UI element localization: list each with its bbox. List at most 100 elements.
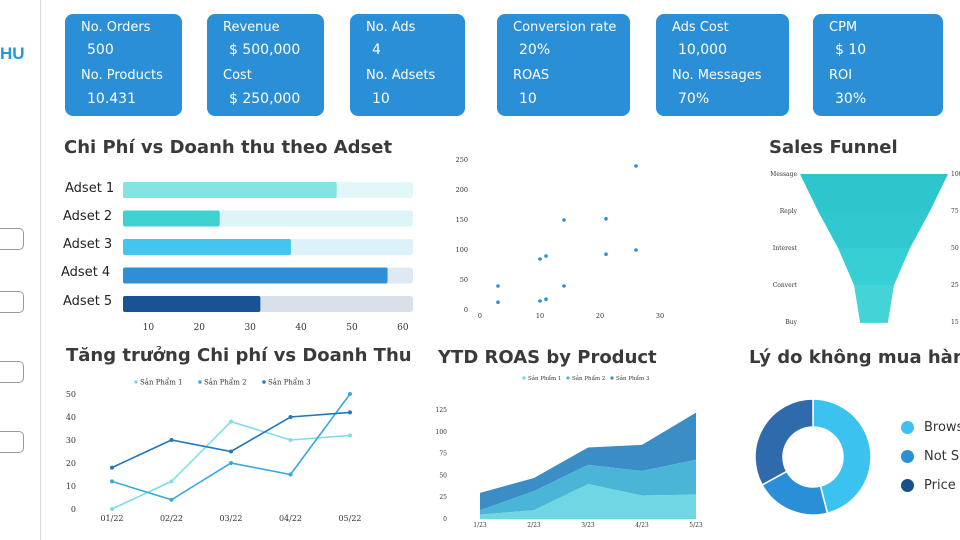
brand-text: HU [0,44,25,63]
kpi-value: $ 250,000 [229,91,301,107]
funnel-stage-label: Reply [780,208,798,215]
x-tick-label: 20 [194,323,206,333]
series-point [110,507,114,511]
x-tick-label: 60 [397,323,409,333]
scatter-point [496,284,500,288]
y-tick-label: 200 [456,186,468,194]
series-point [348,410,352,415]
kpi-label: ROI [829,68,853,83]
y-tick-label: 40 [66,413,76,422]
bar-category-label: Adset 4 [61,265,111,280]
x-tick-label: 30 [244,323,256,333]
kpi-label: No. Ads [366,20,416,35]
legend-marker [522,376,526,380]
legend-label: Price [924,478,956,493]
scatter-point [604,252,608,256]
x-tick-label: 2/23 [527,522,541,529]
kpi-value: 10 [519,91,537,107]
y-tick-label: 20 [66,459,76,468]
y-tick-label: 50 [460,276,468,284]
y-tick-label: 30 [66,436,76,445]
scatter-point [634,164,638,168]
funnel-segment [818,211,930,248]
y-tick-label: 75 [439,451,447,458]
y-tick-label: 0 [71,505,76,514]
series-point [169,497,174,502]
donut-slice [812,398,872,515]
kpi-value: 10.431 [87,91,136,107]
x-tick-label: 01/22 [100,514,123,523]
legend-marker [134,380,138,384]
y-tick-label: 50 [439,472,447,479]
series-point [229,419,233,424]
kpi-value: 10,000 [678,42,727,58]
area-band [480,484,696,519]
y-tick-label: 0 [443,516,447,523]
x-tick-label: 5/23 [689,522,703,529]
x-tick-label: 1/23 [473,522,487,529]
legend-label: Sản Phẩm 2 [204,378,247,387]
series-point [288,415,293,419]
kpi-card-ads: No. Ads 4 No. Adsets 10 [350,14,465,116]
sidebar-button-4[interactable] [0,431,24,453]
legend-label: Sản Phẩm 3 [268,378,311,387]
series-point [169,479,174,484]
legend-label: Not S [924,449,960,464]
sidebar-button-2[interactable] [0,291,24,313]
y-tick-label: 10 [66,482,76,491]
scatter-point [538,299,542,303]
y-tick-label: 25 [439,494,447,501]
series-point [348,433,352,438]
series-line [111,393,351,501]
funnel-stage-label: Message [770,171,797,178]
kpi-label: Conversion rate [513,20,617,35]
series-point [229,461,233,465]
x-tick-label: 40 [295,323,307,333]
x-tick-label: 05/22 [338,514,361,523]
kpi-value: $ 10 [835,42,867,58]
y-tick-label: 150 [456,216,468,224]
y-tick-label: 100 [436,429,448,436]
legend-label: Sản Phẩm 3 [616,375,650,382]
x-tick-label: 4/23 [635,522,649,529]
funnel-segment [854,285,894,322]
donut-legend-item: Brows [901,420,960,435]
x-tick-label: 10 [143,323,155,333]
series-point [110,465,114,470]
x-tick-label: 30 [656,312,664,320]
legend-marker [566,376,570,380]
area-chart-title: YTD ROAS by Product [438,347,657,368]
donut-legend-item: Price [901,478,956,493]
bar-category-label: Adset 1 [65,181,115,196]
funnel-value-label: 50 [951,245,959,252]
bar [123,239,291,255]
series-point [169,438,174,442]
y-tick-label: 125 [436,407,448,414]
kpi-label: No. Products [81,68,163,83]
kpi-card-revenue: Revenue $ 500,000 Cost $ 250,000 [207,14,324,116]
donut-chart-title: Lý do không mua hàn [749,347,960,368]
x-tick-label: 03/22 [219,514,242,523]
scatter-point [604,217,608,221]
bar [123,267,388,284]
scatter-point [634,248,638,252]
sidebar: HU [0,0,41,540]
kpi-label: No. Adsets [366,68,436,83]
y-tick-label: 0 [464,306,468,314]
donut-slice [754,398,814,486]
kpi-value: 70% [678,91,710,107]
bar-category-label: Adset 2 [63,209,113,224]
funnel-stage-label: Interest [773,245,798,252]
scatter-chart: 0 50 100 150 200 250 0 10 20 30 [456,156,665,320]
sidebar-button-1[interactable] [0,228,24,250]
funnel-segment [800,174,948,211]
funnel-segment [860,322,888,323]
x-tick-label: 50 [346,323,358,333]
legend-label: Sản Phẩm 1 [528,375,561,382]
legend-label: Sản Phẩm 2 [572,375,605,382]
sidebar-button-3[interactable] [0,361,24,383]
kpi-card-cpm: CPM $ 10 ROI 30% [813,14,943,116]
scatter-point [538,257,542,261]
kpi-card-conversion: Conversion rate 20% ROAS 10 [497,14,630,116]
legend-swatch [901,479,914,492]
